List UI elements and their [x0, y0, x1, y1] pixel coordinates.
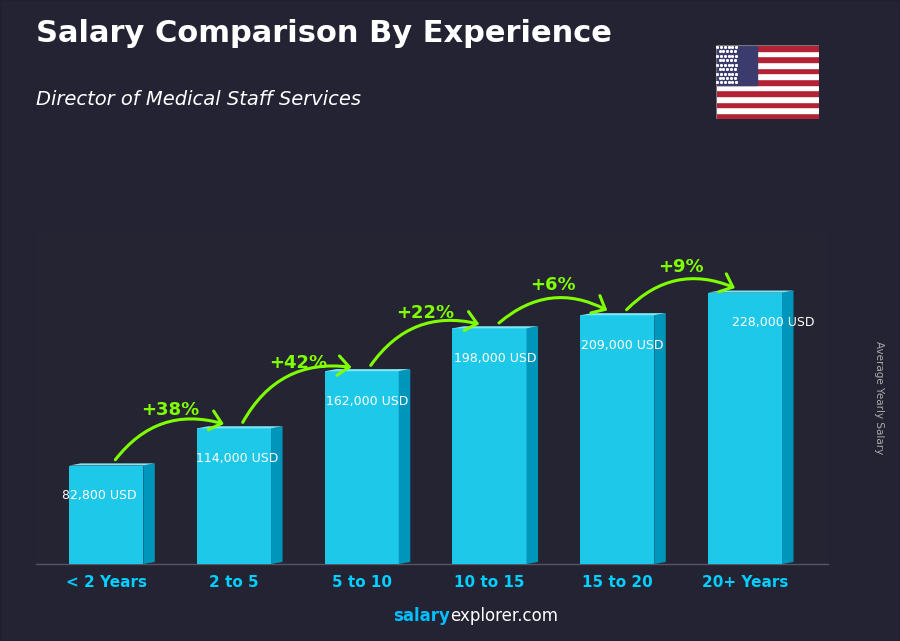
Bar [716, 45, 819, 51]
FancyArrowPatch shape [371, 312, 477, 365]
Bar [716, 90, 819, 96]
Text: +38%: +38% [141, 401, 199, 419]
Polygon shape [399, 369, 410, 564]
Text: +9%: +9% [658, 258, 704, 276]
Polygon shape [143, 463, 155, 564]
FancyArrowPatch shape [626, 274, 733, 310]
Polygon shape [197, 426, 283, 428]
FancyArrowPatch shape [499, 296, 606, 323]
Polygon shape [197, 428, 271, 564]
Text: salary: salary [393, 607, 450, 625]
Polygon shape [580, 313, 666, 315]
Bar [716, 45, 757, 85]
FancyArrowPatch shape [115, 411, 221, 460]
Polygon shape [708, 290, 794, 293]
Bar [716, 62, 819, 67]
Polygon shape [69, 465, 143, 564]
Polygon shape [526, 326, 538, 564]
Text: 162,000 USD: 162,000 USD [326, 395, 409, 408]
Text: explorer.com: explorer.com [450, 607, 558, 625]
Text: 209,000 USD: 209,000 USD [581, 339, 664, 352]
Bar [716, 67, 819, 73]
Bar [716, 101, 819, 107]
Polygon shape [453, 328, 526, 564]
Text: +42%: +42% [269, 354, 327, 372]
Bar [716, 79, 819, 85]
Polygon shape [69, 463, 155, 465]
Text: Salary Comparison By Experience: Salary Comparison By Experience [36, 19, 612, 48]
Bar [716, 85, 819, 90]
Text: 228,000 USD: 228,000 USD [733, 317, 814, 329]
Polygon shape [325, 371, 399, 564]
Bar [716, 51, 819, 56]
Text: 82,800 USD: 82,800 USD [61, 489, 136, 503]
Bar [716, 113, 819, 119]
Polygon shape [654, 313, 666, 564]
Bar [716, 56, 819, 62]
Text: 198,000 USD: 198,000 USD [454, 352, 536, 365]
Bar [716, 73, 819, 79]
Polygon shape [580, 315, 654, 564]
Text: +6%: +6% [530, 276, 576, 294]
Text: 114,000 USD: 114,000 USD [195, 452, 278, 465]
Polygon shape [453, 326, 538, 328]
FancyArrowPatch shape [243, 356, 349, 422]
Polygon shape [708, 293, 782, 564]
Polygon shape [782, 290, 794, 564]
Bar [716, 107, 819, 113]
Polygon shape [271, 426, 283, 564]
Bar [716, 96, 819, 101]
Text: +22%: +22% [397, 304, 454, 322]
Text: Director of Medical Staff Services: Director of Medical Staff Services [36, 90, 361, 109]
Text: Average Yearly Salary: Average Yearly Salary [874, 341, 884, 454]
Polygon shape [325, 369, 410, 371]
